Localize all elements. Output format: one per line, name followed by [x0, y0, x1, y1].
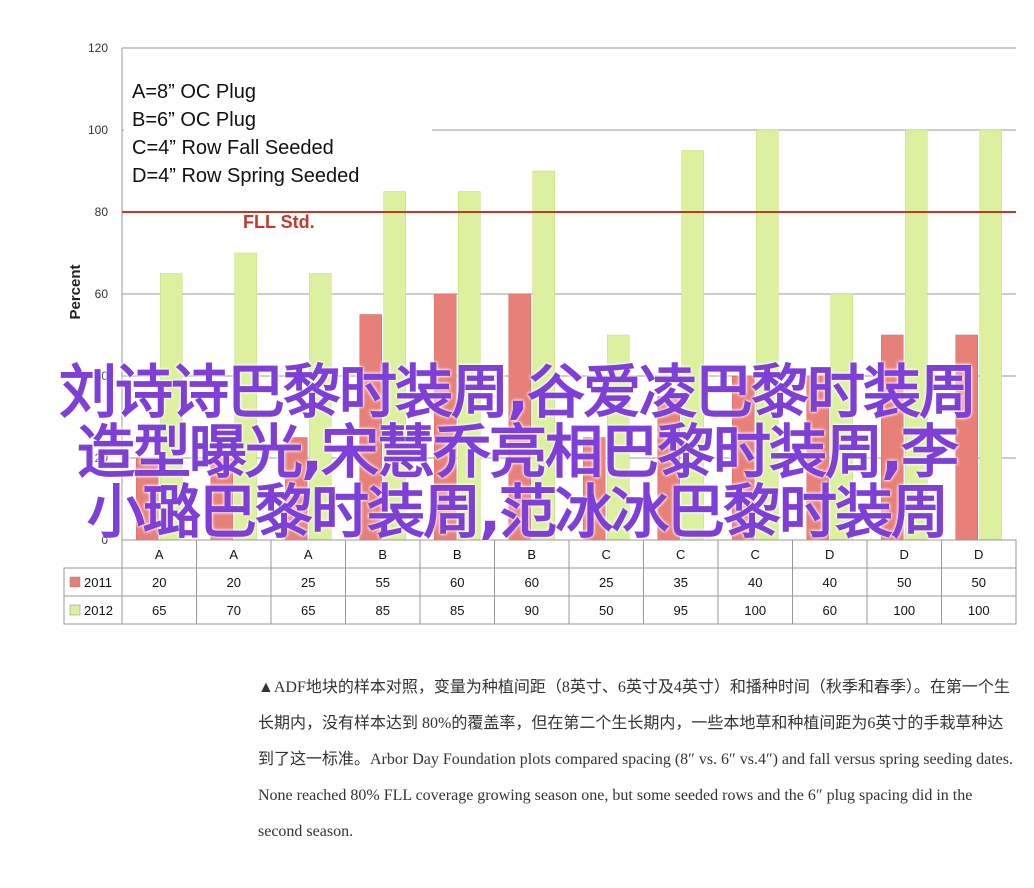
table-category-label: D [974, 547, 983, 562]
y-tick-label: 0 [101, 533, 108, 547]
y-tick-label: 80 [95, 205, 109, 219]
table-category-label: C [602, 547, 611, 562]
overlay-line-1: 刘诗诗巴黎时装周,谷爱凌巴黎时装周 [58, 358, 977, 426]
figure-caption: ▲ADF地块的样本对照，变量为种植间距（8英寸、6英寸及4英寸）和播种时间（秋季… [258, 679, 1013, 840]
table-value: 25 [599, 575, 613, 590]
series-name: 2012 [84, 603, 113, 618]
table-value: 65 [152, 603, 166, 618]
legend-entry: D=4” Row Spring Seeded [132, 165, 359, 187]
bars [136, 129, 1002, 541]
table-value: 40 [748, 575, 762, 590]
legend-entry: A=8” OC Plug [132, 81, 256, 103]
table-value: 100 [744, 603, 766, 618]
table-value: 55 [376, 575, 390, 590]
table-value: 20 [227, 575, 241, 590]
table-category-label: D [825, 547, 834, 562]
table-category-label: B [453, 547, 462, 562]
table-value: 35 [674, 575, 688, 590]
table-value: 60 [525, 575, 539, 590]
y-tick-label: 20 [95, 451, 109, 465]
y-axis: 0 20 40 60 80 100 120 [88, 41, 123, 547]
table-value: 60 [450, 575, 464, 590]
y-tick-label: 40 [95, 369, 109, 383]
table-category-label: C [676, 547, 685, 562]
y-axis-label: Percent [67, 264, 84, 319]
table-category-label: B [527, 547, 536, 562]
series-name: 2011 [84, 575, 112, 590]
table-value: 95 [674, 603, 688, 618]
table-value: 25 [301, 575, 315, 590]
y-tick-label: 60 [95, 287, 109, 301]
y-tick-label: 100 [88, 123, 108, 137]
overlay-line-2: 造型曝光,宋慧乔亮相巴黎时装周,李 [76, 418, 959, 486]
table-value: 100 [968, 603, 990, 618]
fll-standard-label: FLL Std. [243, 212, 315, 232]
table-value: 100 [893, 603, 915, 618]
table-category-label: B [378, 547, 387, 562]
table-value: 50 [599, 603, 613, 618]
table-value: 90 [525, 603, 539, 618]
table-row-2011 [63, 567, 1017, 597]
overlay-line-3: 小璐巴黎时装周,范冰冰巴黎时装周 [86, 478, 949, 546]
table-row-2012 [63, 595, 1017, 625]
table-value: 70 [227, 603, 241, 618]
table-value: 85 [376, 603, 390, 618]
legend-background [124, 74, 432, 190]
table-value: 50 [972, 575, 986, 590]
table-category-label: A [155, 547, 164, 562]
y-tick-label: 120 [88, 41, 108, 55]
table-value: 60 [823, 603, 837, 618]
table-category-label: A [229, 547, 238, 562]
table-category-label: D [900, 547, 909, 562]
table-value: 50 [897, 575, 911, 590]
table-value: 85 [450, 603, 464, 618]
table-value: 40 [823, 575, 837, 590]
legend-swatch-2011 [69, 576, 81, 588]
legend-entry: C=4” Row Fall Seeded [132, 137, 334, 159]
table-value: 20 [152, 575, 166, 590]
table-value: 65 [301, 603, 315, 618]
table-category-label: A [304, 547, 313, 562]
legend-text: A=8” OC Plug B=6” OC Plug C=4” Row Fall Se… [124, 74, 432, 190]
bar-chart: 0 20 40 60 80 100 120 Percent FLL Std. A=8” OC… [63, 41, 1017, 625]
table-category-label: C [751, 547, 760, 562]
legend-swatch-2012 [69, 604, 81, 616]
legend-entry: B=6” OC Plug [132, 109, 256, 131]
data-table: A A A B B B C C C D D D 2011 20 20 25 55 60 60 25 35 40 40 50 50… [63, 539, 1017, 625]
